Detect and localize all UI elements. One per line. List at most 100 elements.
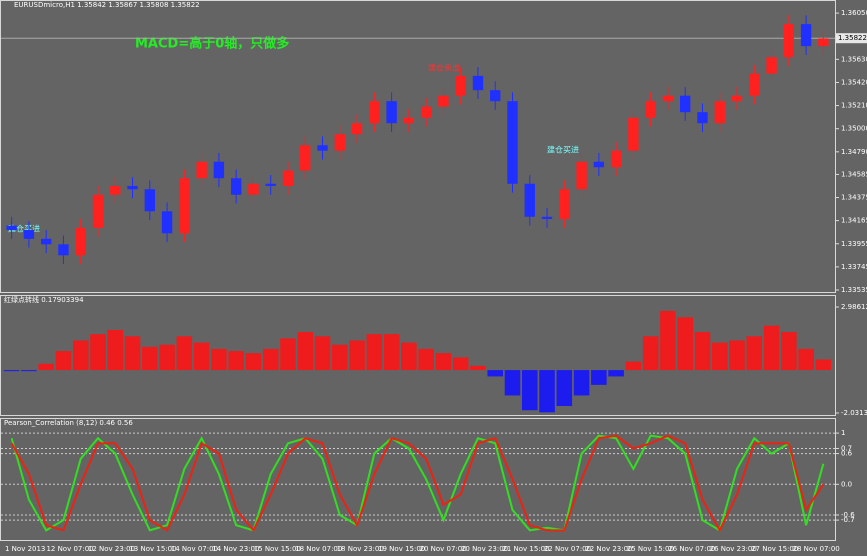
y-tick-label: 1.35000 bbox=[841, 125, 867, 133]
current-price-box bbox=[836, 33, 867, 44]
time-label: 19 Nov 15:00 bbox=[378, 545, 425, 553]
candle-body bbox=[196, 161, 207, 179]
annotation: 建仓买进 bbox=[547, 145, 579, 155]
candle-body bbox=[420, 106, 432, 118]
time-label: 18 Nov 07:00 bbox=[295, 545, 342, 553]
y-tick-label: 1.34165 bbox=[841, 217, 867, 225]
candle-body bbox=[559, 189, 570, 219]
y-tick-label: 1.33955 bbox=[841, 240, 867, 248]
chart-header: EURUSDmicro,H1 1.35842 1.35867 1.35808 1… bbox=[14, 1, 200, 9]
y-tick-label: 1.34585 bbox=[841, 170, 867, 178]
histogram-bar bbox=[746, 336, 763, 371]
candle-body bbox=[593, 161, 605, 168]
correlation-line bbox=[10, 434, 825, 533]
y-tick-label: 1.36050 bbox=[841, 9, 867, 17]
candle-body bbox=[23, 229, 35, 239]
histogram-bar bbox=[435, 353, 452, 371]
histogram-bar bbox=[176, 336, 193, 371]
price-pane bbox=[0, 0, 836, 293]
histogram-bar bbox=[608, 370, 624, 377]
time-label: 22 Nov 07:00 bbox=[544, 545, 591, 553]
histogram-bar bbox=[729, 340, 745, 371]
histogram-bar bbox=[625, 361, 642, 371]
y-tick-label: -0.7 bbox=[841, 516, 855, 524]
histogram-bar bbox=[124, 336, 141, 371]
histogram-bar bbox=[521, 370, 538, 411]
candle-body bbox=[144, 189, 155, 212]
candle-body bbox=[127, 185, 138, 190]
candle-body bbox=[403, 117, 415, 124]
time-label: 28 Nov 07:00 bbox=[793, 545, 840, 553]
candle-body bbox=[628, 117, 639, 151]
time-label: 1 Nov 2013 bbox=[5, 545, 45, 553]
histogram-bar bbox=[21, 370, 37, 372]
candle-body bbox=[300, 145, 311, 171]
correlation-line bbox=[10, 434, 825, 532]
histogram-bar bbox=[90, 334, 106, 371]
histogram-bar bbox=[262, 348, 279, 371]
time-label: 14 Nov 23:00 bbox=[212, 545, 259, 553]
time-label: 12 Nov 23:00 bbox=[88, 545, 135, 553]
histogram-bar bbox=[332, 344, 348, 371]
histogram-bar bbox=[314, 336, 331, 371]
candle-body bbox=[783, 24, 795, 58]
candle-body bbox=[282, 170, 294, 186]
histogram-bar bbox=[781, 332, 797, 371]
time-label: 21 Nov 15:00 bbox=[502, 545, 549, 553]
histogram-bar bbox=[55, 351, 72, 371]
histogram-bar bbox=[193, 342, 210, 371]
candle-body bbox=[6, 225, 17, 230]
candle-body bbox=[610, 150, 622, 168]
y-tick-label: -0.6 bbox=[841, 511, 855, 519]
annotation: MACD=高于0轴，只做多 bbox=[135, 36, 289, 52]
histogram-bar bbox=[418, 348, 434, 371]
candle-body bbox=[645, 101, 656, 118]
candle-body bbox=[110, 185, 121, 195]
histogram-bar bbox=[366, 334, 383, 371]
candle-body bbox=[455, 75, 466, 96]
histogram-bar bbox=[142, 346, 158, 371]
candle-body bbox=[541, 216, 553, 219]
candle-body bbox=[697, 112, 708, 124]
candle-body bbox=[386, 101, 397, 124]
candle-body bbox=[179, 178, 190, 234]
y-tick-label: 1.33535 bbox=[841, 286, 867, 294]
candle-body bbox=[248, 183, 259, 195]
time-label: 20 Nov 23:00 bbox=[461, 545, 508, 553]
histogram-bar bbox=[470, 365, 486, 371]
time-label: 26 Nov 07:00 bbox=[668, 545, 715, 553]
y-tick-label: 1.35420 bbox=[841, 78, 867, 86]
candle-body bbox=[749, 73, 760, 96]
histogram-bar bbox=[694, 332, 711, 371]
candle-body bbox=[818, 38, 829, 47]
time-label: 26 Nov 23:00 bbox=[710, 545, 757, 553]
candle-body bbox=[472, 75, 484, 91]
y-tick-label: 1.35210 bbox=[841, 102, 867, 110]
histogram-bar bbox=[383, 334, 400, 371]
oscillator-pane bbox=[0, 295, 836, 416]
histogram-bar bbox=[677, 317, 693, 371]
histogram-bar bbox=[349, 340, 365, 371]
candle-body bbox=[58, 244, 69, 256]
annotation: 建仓买进 bbox=[8, 224, 40, 234]
histogram-bar bbox=[297, 332, 314, 371]
time-label: 15 Nov 15:00 bbox=[254, 545, 301, 553]
candle-body bbox=[334, 134, 345, 151]
pane-title: 红绿点转线 0.17903394 bbox=[4, 295, 84, 304]
candle-body bbox=[680, 95, 691, 113]
candle-body bbox=[490, 90, 501, 102]
histogram-bar bbox=[798, 348, 814, 371]
candle-body bbox=[576, 161, 587, 190]
y-tick-label: 0.7 bbox=[841, 444, 852, 452]
histogram-bar bbox=[159, 344, 175, 371]
candle-body bbox=[524, 183, 535, 217]
candle-body bbox=[800, 24, 812, 47]
histogram-bar bbox=[401, 342, 417, 371]
y-tick-label: 1 bbox=[841, 429, 845, 437]
histogram-bar bbox=[591, 370, 607, 385]
histogram-bar bbox=[280, 338, 296, 371]
pane-title: Pearson_Correlation (8,12) 0.46 0.56 bbox=[4, 419, 133, 427]
candle-body bbox=[507, 101, 518, 184]
